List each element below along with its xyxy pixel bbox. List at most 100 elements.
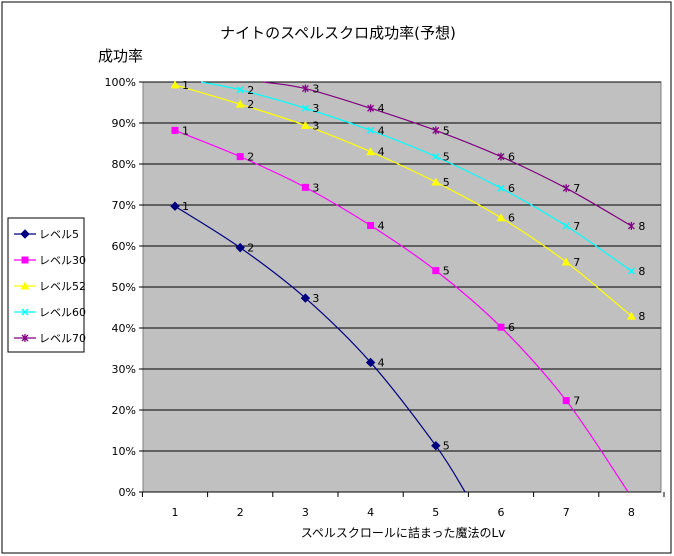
data-point: [235, 99, 245, 108]
data-label: 2: [247, 242, 254, 255]
data-point: [170, 80, 180, 89]
legend-entry: レベル70: [14, 332, 86, 345]
x-tick-label: 7: [563, 506, 570, 519]
data-label: 8: [638, 220, 645, 233]
data-point: [627, 267, 635, 275]
data-point: [496, 213, 506, 222]
data-label: 5: [443, 265, 450, 278]
data-label: 3: [312, 102, 319, 115]
series-1: 1 2 3 4 5: [170, 200, 466, 493]
data-label: 1: [182, 124, 189, 137]
data-label: 1: [182, 200, 189, 213]
x-tick-label: 2: [237, 506, 244, 519]
data-point: [562, 184, 570, 193]
data-point: [300, 120, 310, 129]
series-line: [200, 81, 632, 272]
legend-label: レベル70: [39, 332, 86, 345]
data-point: [497, 323, 505, 331]
x-tick-label: 4: [367, 506, 374, 519]
y-tick-label: 70%: [112, 199, 136, 212]
y-tick-label: 100%: [105, 76, 136, 89]
data-label: 5: [443, 440, 450, 453]
data-label: 3: [312, 83, 319, 96]
x-tick-label: 6: [498, 506, 505, 519]
data-label: 6: [508, 151, 515, 164]
data-label: 1: [182, 79, 189, 92]
legend-marker: [20, 229, 30, 239]
data-point: [170, 201, 180, 211]
data-label: 4: [378, 220, 385, 233]
data-point: [300, 293, 311, 303]
gridlines: [143, 81, 661, 493]
legend-entry: レベル60: [14, 306, 86, 319]
y-tick-label: 10%: [112, 445, 136, 458]
data-label: 7: [573, 182, 580, 195]
data-point: [497, 152, 505, 161]
data-label: 2: [247, 151, 254, 164]
data-point: [236, 86, 244, 94]
data-label: 7: [573, 256, 580, 269]
series-3: 1 2 3 4 5 6 7 8: [170, 79, 645, 323]
data-point: [497, 184, 505, 192]
y-tick-label: 50%: [112, 281, 136, 294]
y-tick-label: 80%: [112, 158, 136, 171]
data-label: 4: [378, 146, 385, 159]
y-tick-label: 30%: [112, 363, 136, 376]
data-label: 3: [312, 292, 319, 305]
series-5: 3 4 5 6 7 8: [262, 81, 645, 233]
data-label: 5: [443, 151, 450, 164]
y-tick-label: 40%: [112, 322, 136, 335]
legend-marker: [21, 256, 29, 264]
data-label: 5: [443, 176, 450, 189]
legend: レベル5 レベル30 レベル52 レベル60 レベル70: [14, 228, 86, 345]
data-label: 8: [638, 310, 645, 323]
series-4: 2 3 4 5 6 7 8: [200, 81, 645, 278]
legend-label: レベル30: [39, 254, 86, 267]
x-axis-title: スペルスクロールに詰まった魔法のLv: [301, 525, 505, 540]
series-2: 1 2 3 4 5 6 7: [171, 124, 629, 493]
series-layer: 1 2 3 4 5 1 2 3 4 5 6 7 1 2 3 4 5 6 7 8 2 3 4 5 6 7 8 3 4 5 6 7 8: [170, 79, 645, 493]
legend-box: [7, 217, 85, 353]
data-label: 6: [508, 321, 515, 334]
data-point: [562, 222, 570, 230]
data-label: 7: [573, 220, 580, 233]
legend-label: レベル5: [39, 228, 79, 241]
legend-label: レベル52: [39, 280, 86, 293]
y-axis-ticks: 0% 10% 20% 30% 40% 50% 60% 70% 80% 90% 100%: [105, 76, 143, 499]
y-tick-label: 60%: [112, 240, 136, 253]
legend-marker: [21, 308, 29, 316]
legend-entry: レベル52: [14, 280, 86, 293]
data-point: [561, 257, 571, 266]
y-tick-label: 90%: [112, 117, 136, 130]
data-point: [432, 267, 440, 275]
x-tick-label: 3: [302, 506, 309, 519]
data-label: 5: [443, 124, 450, 137]
data-label: 2: [247, 98, 254, 111]
legend-entry: レベル30: [14, 254, 86, 267]
data-label: 4: [378, 356, 385, 369]
data-label: 4: [378, 102, 385, 115]
data-point: [432, 153, 440, 161]
data-point: [301, 183, 309, 191]
y-tick-label: 0%: [119, 486, 136, 499]
y-tick-label: 20%: [112, 404, 136, 417]
data-label: 4: [378, 124, 385, 137]
data-point: [236, 153, 244, 161]
data-point: [367, 222, 375, 229]
data-point: [431, 177, 441, 186]
data-point: [235, 242, 245, 253]
data-point: [367, 126, 375, 134]
legend-label: レベル60: [39, 306, 86, 319]
data-point: [301, 104, 309, 112]
x-tick-label: 5: [432, 506, 439, 519]
legend-marker: [21, 334, 29, 342]
legend-entry: レベル5: [14, 228, 79, 241]
legend-marker: [20, 281, 30, 290]
data-label: 8: [638, 265, 645, 278]
data-point: [562, 397, 570, 405]
data-point: [366, 147, 376, 156]
data-label: 7: [573, 395, 580, 408]
x-axis-ticks: 1 2 3 4 5 6 7 8: [141, 492, 665, 519]
x-tick-label: 1: [172, 506, 179, 519]
